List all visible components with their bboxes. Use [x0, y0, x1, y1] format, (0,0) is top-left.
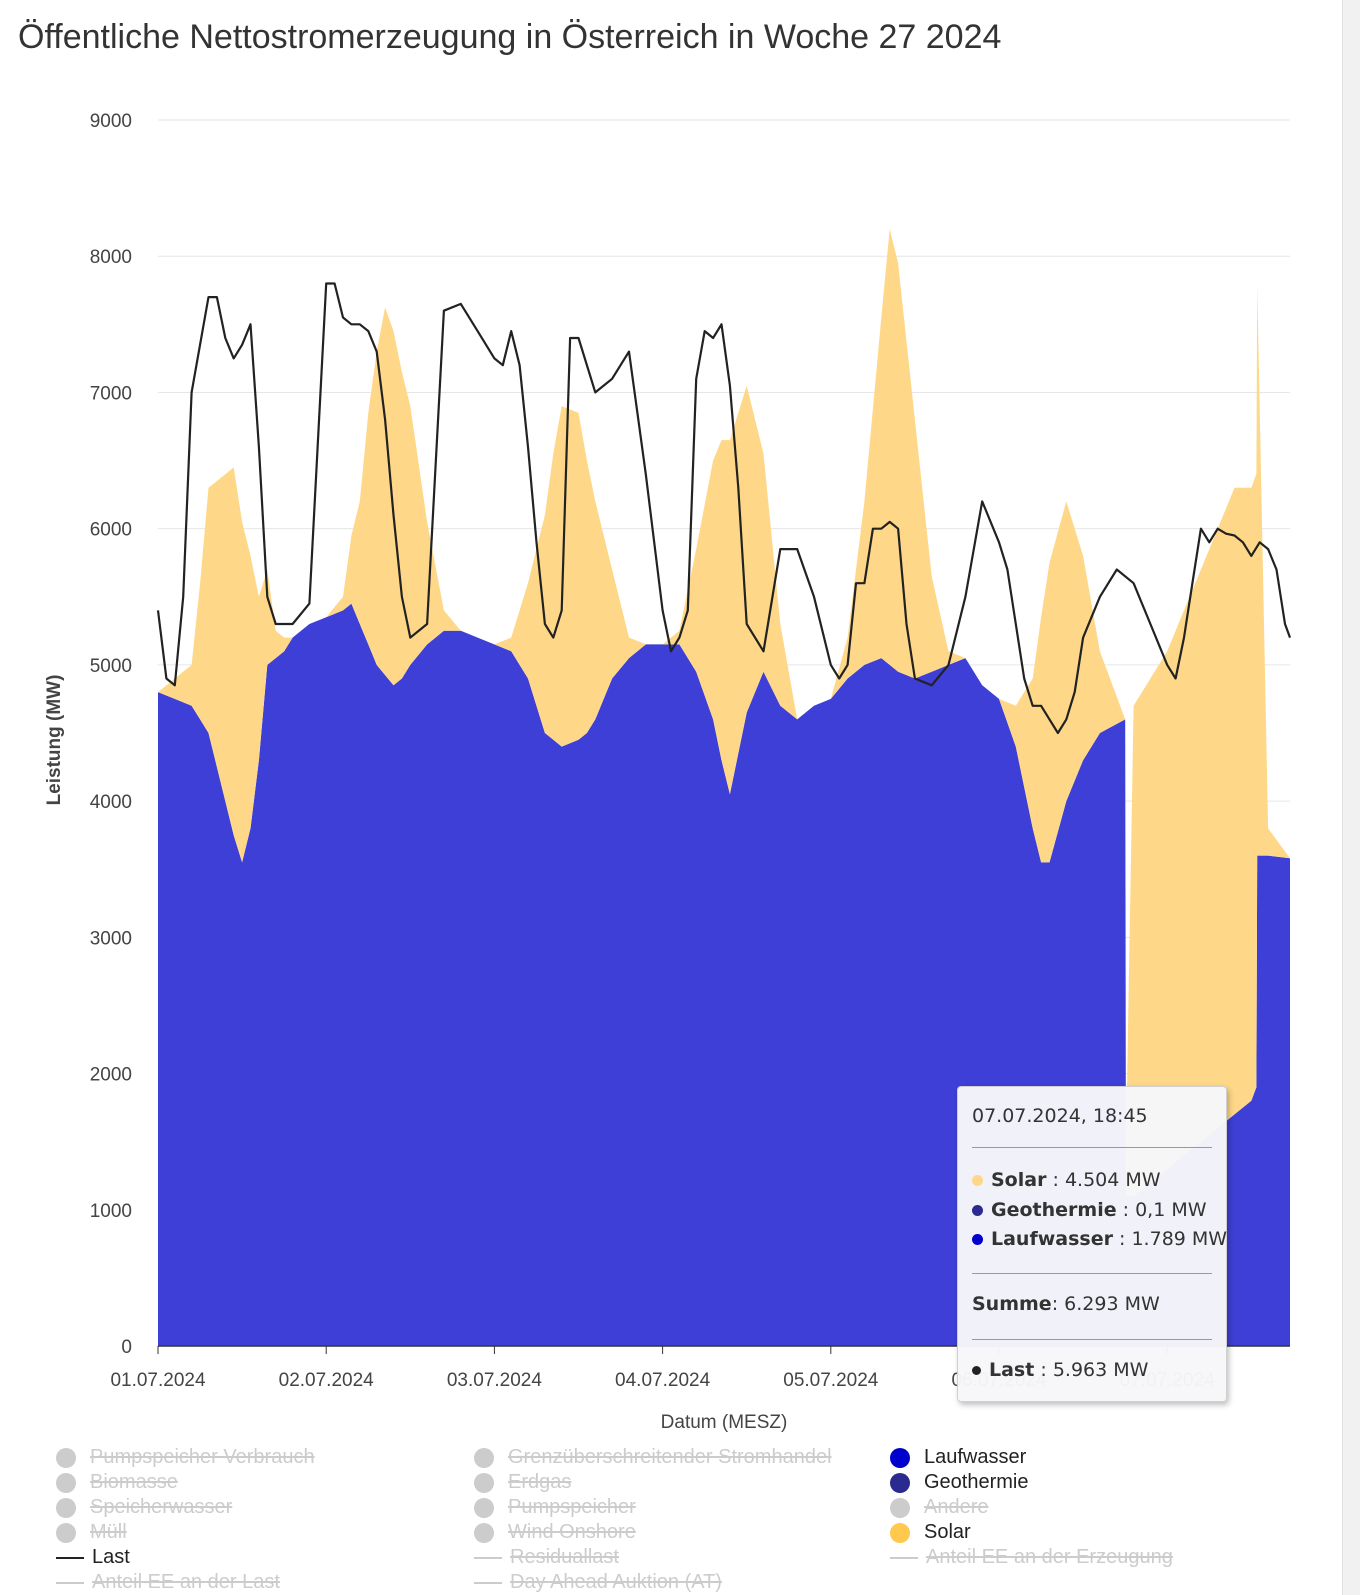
- legend-label: Residuallast: [510, 1546, 619, 1568]
- legend-dot-icon: [890, 1447, 910, 1468]
- tooltip-row-last: Last : 5.963 MW: [972, 1359, 1148, 1381]
- legend-item-speicherwasser[interactable]: Speicherwasser: [56, 1496, 232, 1519]
- legend-label: Speicherwasser: [90, 1496, 233, 1518]
- series-area-solar: [158, 229, 1290, 1197]
- tooltip-divider: [972, 1147, 1212, 1148]
- y-axis-label: Leistung (MW): [44, 675, 65, 806]
- legend-label: Grenzüberschreitender Stromhandel: [508, 1446, 832, 1468]
- legend-item-biomasse[interactable]: Biomasse: [56, 1471, 178, 1494]
- x-tick-label: 04.07.2024: [615, 1370, 711, 1391]
- legend-dot-icon: [474, 1522, 494, 1543]
- legend-item-pumpspeicher-verbrauch[interactable]: Pumpspeicher Verbrauch: [56, 1446, 315, 1469]
- y-tick-label: 6000: [90, 520, 132, 541]
- legend-label: Andere: [924, 1496, 989, 1518]
- legend-item-andere[interactable]: Andere: [890, 1496, 989, 1519]
- legend-item-m-ll[interactable]: Müll: [56, 1521, 127, 1544]
- legend-dot-icon: [890, 1497, 910, 1518]
- y-axis-ticks: 0 1000 2000 3000 4000 5000 6000 7000 8000 9000: [90, 111, 132, 1358]
- solar-dot-icon: [972, 1175, 983, 1186]
- legend-line-icon: [890, 1556, 918, 1559]
- legend-dot-icon: [474, 1497, 494, 1518]
- x-tick-label: 05.07.2024: [783, 1370, 879, 1391]
- y-tick-label: 2000: [90, 1065, 132, 1086]
- legend-item-erdgas[interactable]: Erdgas: [474, 1471, 571, 1494]
- legend-label: Geothermie: [924, 1471, 1029, 1493]
- legend-dot-icon: [474, 1472, 494, 1493]
- legend-item-day-ahead-auktion-at-[interactable]: Day Ahead Auktion (AT): [474, 1571, 722, 1594]
- legend-line-icon: [474, 1581, 502, 1584]
- x-tick-label: 02.07.2024: [279, 1370, 375, 1391]
- legend-item-pumpspeicher[interactable]: Pumpspeicher: [474, 1496, 636, 1519]
- x-tick-label: 01.07.2024: [110, 1370, 206, 1391]
- legend-item-last[interactable]: Last: [56, 1546, 130, 1569]
- y-tick-label: 4000: [90, 792, 132, 813]
- x-tick-label: 03.07.2024: [447, 1370, 543, 1391]
- legend-dot-icon: [474, 1447, 494, 1468]
- y-tick-label: 5000: [90, 656, 132, 677]
- chart-title: Öffentliche Nettostromerzeugung in Öster…: [18, 18, 1002, 56]
- tooltip-row-solar: Solar : 4.504 MW: [972, 1169, 1161, 1191]
- y-tick-label: 0: [121, 1337, 132, 1358]
- legend-dot-icon: [56, 1447, 76, 1468]
- laufwasser-dot-icon: [972, 1234, 983, 1245]
- legend-item-grenz-berschreitender-stromhandel[interactable]: Grenzüberschreitender Stromhandel: [474, 1446, 832, 1469]
- tooltip-time: 07.07.2024, 18:45: [972, 1105, 1148, 1127]
- legend-label: Biomasse: [90, 1471, 178, 1493]
- legend-label: Müll: [90, 1521, 127, 1543]
- tooltip-row-geothermie: Geothermie : 0,1 MW: [972, 1199, 1207, 1221]
- y-tick-label: 3000: [90, 928, 132, 949]
- series-line-last: [156, 282, 1292, 735]
- legend-item-geothermie[interactable]: Geothermie: [890, 1471, 1029, 1494]
- geothermie-dot-icon: [972, 1205, 983, 1216]
- legend-dot-icon: [56, 1522, 76, 1543]
- tooltip-divider: [972, 1273, 1212, 1274]
- legend-dot-icon: [56, 1497, 76, 1518]
- legend-dot-icon: [890, 1522, 910, 1543]
- legend-label: Wind Onshore: [508, 1521, 636, 1543]
- y-tick-label: 7000: [90, 383, 132, 404]
- x-axis-label: Datum (MESZ): [661, 1412, 788, 1433]
- tooltip-row-laufwasser: Laufwasser : 1.789 MW: [972, 1228, 1227, 1250]
- legend-line-icon: [474, 1556, 502, 1559]
- legend-item-laufwasser[interactable]: Laufwasser: [890, 1446, 1026, 1469]
- legend-label: Last: [92, 1546, 130, 1568]
- legend-line-icon: [56, 1556, 84, 1559]
- chart-tooltip: 07.07.2024, 18:45 Solar : 4.504 MW Geoth…: [957, 1086, 1227, 1402]
- legend-item-residuallast[interactable]: Residuallast: [474, 1546, 619, 1569]
- legend-label: Day Ahead Auktion (AT): [510, 1571, 722, 1593]
- legend-label: Laufwasser: [924, 1446, 1027, 1468]
- last-dot-icon: [972, 1366, 981, 1375]
- legend-line-icon: [56, 1581, 84, 1584]
- legend-label: Pumpspeicher Verbrauch: [90, 1446, 315, 1468]
- legend-label: Anteil EE an der Last: [92, 1571, 280, 1593]
- y-tick-label: 9000: [90, 111, 132, 132]
- y-tick-label: 8000: [90, 247, 132, 268]
- legend-item-anteil-ee-an-der-erzeugung[interactable]: Anteil EE an der Erzeugung: [890, 1546, 1173, 1569]
- page-scrollbar[interactable]: [1342, 0, 1360, 1595]
- legend-label: Pumpspeicher: [508, 1496, 636, 1518]
- legend-dot-icon: [56, 1472, 76, 1493]
- y-tick-label: 1000: [90, 1201, 132, 1222]
- legend-item-solar[interactable]: Solar: [890, 1521, 971, 1544]
- legend-label: Solar: [924, 1521, 971, 1543]
- tooltip-sum: Summe: 6.293 MW: [972, 1293, 1160, 1315]
- legend-label: Erdgas: [508, 1471, 572, 1493]
- series-lines: [156, 282, 1292, 735]
- legend-dot-icon: [890, 1472, 910, 1493]
- legend-item-wind-onshore[interactable]: Wind Onshore: [474, 1521, 636, 1544]
- legend-item-anteil-ee-an-der-last[interactable]: Anteil EE an der Last: [56, 1571, 280, 1594]
- tooltip-divider: [972, 1339, 1212, 1340]
- legend-label: Anteil EE an der Erzeugung: [926, 1546, 1173, 1568]
